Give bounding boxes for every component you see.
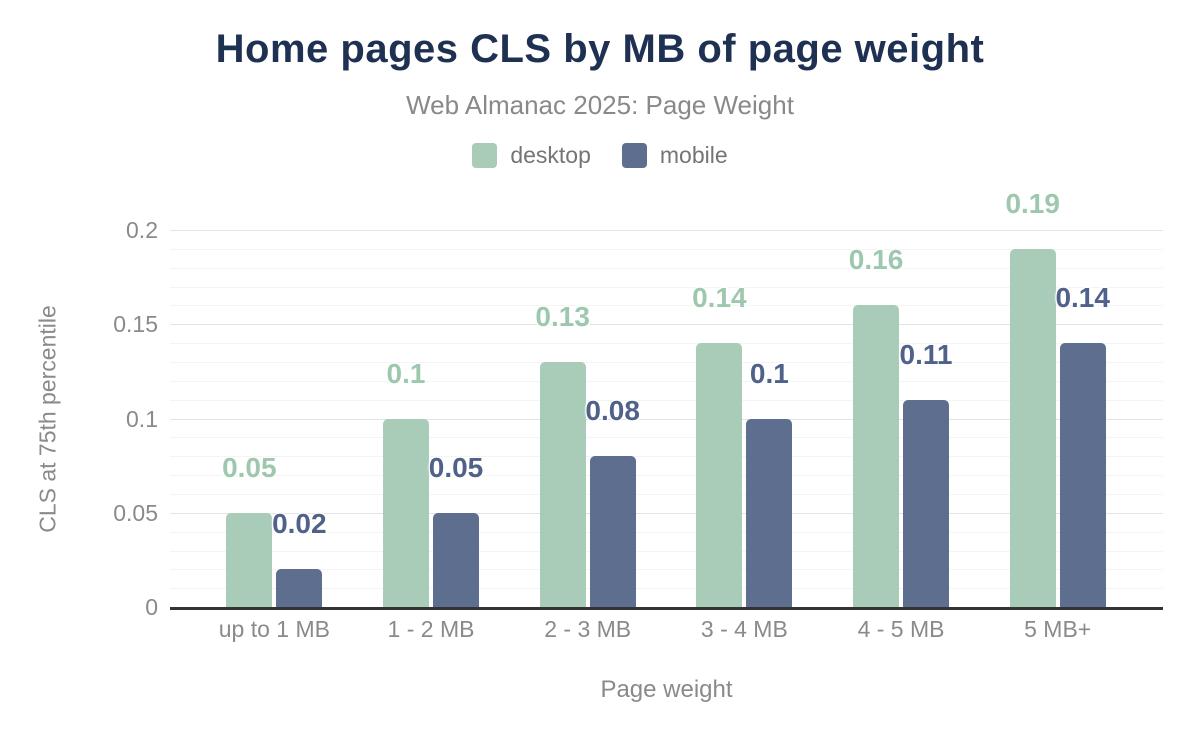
desktop-bar[interactable]: 0.19 (1005, 189, 1060, 607)
minor-gridline (170, 437, 1163, 439)
x-tick-label: 5 MB+ (1024, 616, 1092, 642)
desktop-swatch-icon (472, 143, 498, 168)
bar-group: 0.13 0.08 (509, 302, 666, 607)
major-gridline (170, 512, 1163, 514)
desktop-bar[interactable]: 0.14 (692, 284, 747, 607)
bar-pair: 0.13 0.08 (535, 302, 640, 607)
desktop-bar-value-label: 0.14 (692, 282, 747, 314)
mobile-bar-value-label: 0.1 (749, 357, 789, 389)
minor-gridline (170, 588, 1163, 590)
mobile-bar[interactable]: 0.08 (585, 397, 640, 607)
chart-subtitle: Web Almanac 2025: Page Weight (406, 90, 794, 120)
legend-label-desktop: desktop (510, 142, 591, 168)
x-tick-labels: up to 1 MB 1 - 2 MB 2 - 3 MB 3 - 4 MB 4 - 5 … (196, 616, 1136, 643)
bar-pair: 0.16 0.11 (849, 246, 952, 607)
bar-pair: 0.05 0.02 (222, 453, 327, 607)
minor-gridline (170, 361, 1163, 363)
minor-gridline (170, 380, 1163, 382)
minor-gridline (170, 399, 1163, 401)
major-gridline (170, 418, 1163, 420)
mobile-bar-value-label: 0.11 (899, 338, 953, 370)
desktop-bar-value-label: 0.19 (1005, 187, 1060, 219)
y-tick-label: 0.15 (113, 311, 158, 338)
mobile-bar-value-label: 0.08 (585, 395, 640, 427)
desktop-bar[interactable]: 0.13 (535, 302, 590, 607)
x-axis-title: Page weight (600, 676, 733, 703)
bar-pair: 0.1 0.05 (383, 359, 483, 607)
minor-gridline (170, 305, 1163, 307)
minor-gridline (170, 550, 1163, 552)
x-axis-line (170, 607, 1163, 610)
minor-gridline (170, 531, 1163, 533)
major-gridline (170, 324, 1163, 326)
mobile-swatch-icon (621, 143, 647, 168)
legend-item-desktop[interactable]: desktop (472, 142, 591, 169)
major-gridline (170, 230, 1163, 231)
mobile-bar-value-label: 0.14 (1055, 282, 1110, 314)
mobile-bar-value-label: 0.02 (272, 508, 327, 540)
y-tick-label: 0 (145, 594, 158, 620)
y-axis-title: CLS at 75th percentile (34, 305, 61, 533)
legend-label-mobile: mobile (659, 142, 728, 168)
mobile-bar[interactable]: 0.1 (746, 359, 793, 607)
x-tick-label: 4 - 5 MB (857, 616, 945, 642)
desktop-bar[interactable]: 0.1 (383, 359, 429, 607)
mobile-bar[interactable]: 0.02 (272, 510, 327, 607)
legend: desktop mobile (0, 142, 1200, 169)
minor-gridline (170, 248, 1163, 250)
desktop-bar-value-label: 0.16 (848, 244, 904, 276)
y-tick-label: 0.1 (126, 405, 158, 432)
x-tick-label: up to 1 MB (218, 616, 330, 642)
mobile-bar-value-label: 0.05 (428, 451, 484, 483)
desktop-bar[interactable]: 0.05 (222, 453, 277, 607)
bar-group: 0.05 0.02 (196, 453, 353, 607)
minor-gridline (170, 493, 1163, 495)
minor-gridline (170, 475, 1163, 476)
x-tick-label: 3 - 4 MB (700, 616, 788, 642)
x-tick-label: 2 - 3 MB (544, 616, 632, 642)
bar-pair: 0.19 0.14 (1005, 189, 1110, 607)
legend-item-mobile[interactable]: mobile (621, 142, 728, 169)
mobile-bar[interactable]: 0.05 (429, 453, 483, 607)
bar-pair: 0.14 0.1 (692, 284, 793, 607)
minor-gridline (170, 456, 1163, 458)
minor-gridline (170, 343, 1163, 345)
desktop-bar-value-label: 0.13 (535, 300, 590, 332)
mobile-bar[interactable]: 0.11 (900, 340, 952, 607)
desktop-bar-value-label: 0.1 (386, 357, 426, 389)
desktop-bar[interactable]: 0.16 (849, 246, 903, 607)
bar-groups: 0.05 0.02 0.1 0.05 0.13 0.08 0.14 0.1 0.16 0.11 0.… (196, 0, 1136, 607)
minor-gridline (170, 267, 1163, 269)
bar-group: 0.19 0.14 (979, 189, 1136, 607)
chart-title: Home pages CLS by MB of page weight (215, 27, 985, 71)
y-tick-label: 0.2 (126, 217, 158, 243)
bar-group: 0.14 0.1 (666, 284, 823, 607)
desktop-bar-value-label: 0.05 (222, 451, 277, 483)
x-tick-label: 1 - 2 MB (387, 616, 475, 642)
minor-gridline (170, 569, 1163, 571)
bar-group: 0.16 0.11 (823, 246, 980, 607)
minor-gridline (170, 286, 1163, 288)
mobile-bar[interactable]: 0.14 (1055, 284, 1110, 607)
bar-group: 0.1 0.05 (353, 359, 510, 607)
y-tick-label: 0.05 (113, 499, 158, 526)
